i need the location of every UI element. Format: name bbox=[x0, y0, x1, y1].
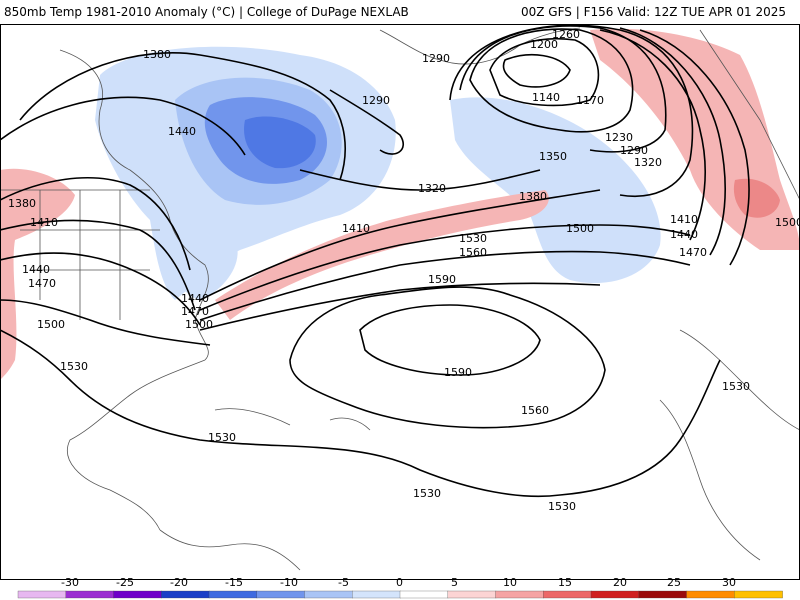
colorbar-swatch bbox=[208, 590, 258, 599]
colorbar-tick-label: 20 bbox=[613, 578, 627, 589]
contour-label-1530: 1530 bbox=[459, 232, 487, 245]
contour-label-1200: 1200 bbox=[530, 38, 558, 51]
contour-label-1440: 1440 bbox=[22, 263, 50, 276]
colorbar-tick-label: 0 bbox=[396, 578, 403, 589]
anomaly-colorbar: -30 -25 -20 -15 -10 -5 0 5 10 15 20 25 3… bbox=[17, 578, 783, 599]
contour-label-1170: 1170 bbox=[576, 94, 604, 107]
contour-label-1560: 1560 bbox=[521, 404, 549, 417]
colorbar-tick-label: -15 bbox=[225, 578, 243, 589]
colorbar-tick-label: 10 bbox=[503, 578, 517, 589]
colorbar-tick-label: -25 bbox=[116, 578, 134, 589]
colorbar-tick-label: -10 bbox=[280, 578, 298, 589]
contour-labels: 1380 1440 1380 1410 1440 1470 1500 1530 … bbox=[8, 28, 800, 513]
colorbar-tick-label: 30 bbox=[722, 578, 736, 589]
colorbar-tick-label: 25 bbox=[667, 578, 681, 589]
map-title: 850mb Temp 1981-2010 Anomaly (°C) | Coll… bbox=[4, 5, 409, 19]
colorbar-tick-label: 15 bbox=[558, 578, 572, 589]
contour-label-1410: 1410 bbox=[342, 222, 370, 235]
contour-label-1440: 1440 bbox=[670, 228, 698, 241]
contour-label-1320: 1320 bbox=[634, 156, 662, 169]
colorbar-tick-label: 5 bbox=[451, 578, 458, 589]
contour-label-1320: 1320 bbox=[418, 182, 446, 195]
contour-label-1290: 1290 bbox=[422, 52, 450, 65]
contour-label-1440: 1440 bbox=[181, 292, 209, 305]
colorbar-swatch bbox=[65, 590, 115, 599]
colorbar-swatch bbox=[113, 590, 162, 599]
colorbar-tick-label: -30 bbox=[61, 578, 79, 589]
contour-label-1500: 1500 bbox=[775, 216, 800, 229]
contour-label-1530: 1530 bbox=[722, 380, 750, 393]
colorbar-swatch bbox=[304, 590, 353, 599]
header-bar: 850mb Temp 1981-2010 Anomaly (°C) | Coll… bbox=[0, 0, 800, 24]
colorbar-swatch bbox=[17, 590, 67, 599]
weather-map: 1380 1440 1380 1410 1440 1470 1500 1530 … bbox=[0, 24, 800, 580]
colorbar-swatch bbox=[447, 590, 497, 599]
contour-label-1380: 1380 bbox=[143, 48, 171, 61]
colorbar-swatch bbox=[686, 590, 735, 599]
cold-anomaly-core-region bbox=[244, 116, 316, 169]
contour-label-1380: 1380 bbox=[8, 197, 36, 210]
warm-anomaly-europe-region bbox=[733, 178, 780, 218]
contour-label-1140: 1140 bbox=[532, 91, 560, 104]
coastlines bbox=[0, 27, 800, 571]
contour-label-1560: 1560 bbox=[459, 246, 487, 259]
contour-label-1590: 1590 bbox=[444, 366, 472, 379]
colorbar-swatch bbox=[638, 590, 688, 599]
contour-label-1590: 1590 bbox=[428, 273, 456, 286]
contour-label-1530: 1530 bbox=[548, 500, 576, 513]
colorbar-swatches bbox=[17, 590, 783, 599]
contour-label-1470: 1470 bbox=[181, 305, 209, 318]
warm-anomaly-band-region bbox=[215, 190, 549, 320]
model-run-info: 00Z GFS | F156 Valid: 12Z TUE APR 01 202… bbox=[520, 5, 786, 19]
contour-label-1350: 1350 bbox=[539, 150, 567, 163]
contour-label-1530: 1530 bbox=[60, 360, 88, 373]
colorbar-ticks: -30 -25 -20 -15 -10 -5 0 5 10 15 20 25 3… bbox=[61, 578, 736, 589]
colorbar-swatch bbox=[161, 590, 210, 599]
contour-label-1410: 1410 bbox=[670, 213, 698, 226]
colorbar-swatch bbox=[352, 590, 401, 599]
contour-label-1470: 1470 bbox=[679, 246, 707, 259]
contour-label-1290: 1290 bbox=[620, 144, 648, 157]
cold-anomaly-atlantic-region bbox=[450, 97, 661, 284]
warm-anomaly-west-us-region bbox=[0, 168, 75, 380]
colorbar-swatch bbox=[399, 590, 449, 599]
contour-label-1500: 1500 bbox=[185, 318, 213, 331]
contour-label-1470: 1470 bbox=[28, 277, 56, 290]
contour-label-1380: 1380 bbox=[519, 190, 547, 203]
contour-label-1530: 1530 bbox=[208, 431, 236, 444]
colorbar-swatch bbox=[734, 590, 783, 599]
contour-label-1410: 1410 bbox=[30, 216, 58, 229]
colorbar-swatch bbox=[495, 590, 544, 599]
contour-label-1260: 1260 bbox=[552, 28, 580, 41]
colorbar-swatch bbox=[590, 590, 640, 599]
colorbar-swatch bbox=[543, 590, 592, 599]
contour-label-1500: 1500 bbox=[37, 318, 65, 331]
contour-label-1230: 1230 bbox=[605, 131, 633, 144]
contour-label-1500: 1500 bbox=[566, 222, 594, 235]
anomaly-shading bbox=[0, 28, 800, 380]
contour-label-1440: 1440 bbox=[168, 125, 196, 138]
contour-label-1530: 1530 bbox=[413, 487, 441, 500]
contour-label-1290: 1290 bbox=[362, 94, 390, 107]
colorbar-tick-label: -5 bbox=[338, 578, 349, 589]
colorbar-swatch bbox=[256, 590, 306, 599]
colorbar-tick-label: -20 bbox=[170, 578, 188, 589]
height-contours bbox=[0, 24, 750, 498]
